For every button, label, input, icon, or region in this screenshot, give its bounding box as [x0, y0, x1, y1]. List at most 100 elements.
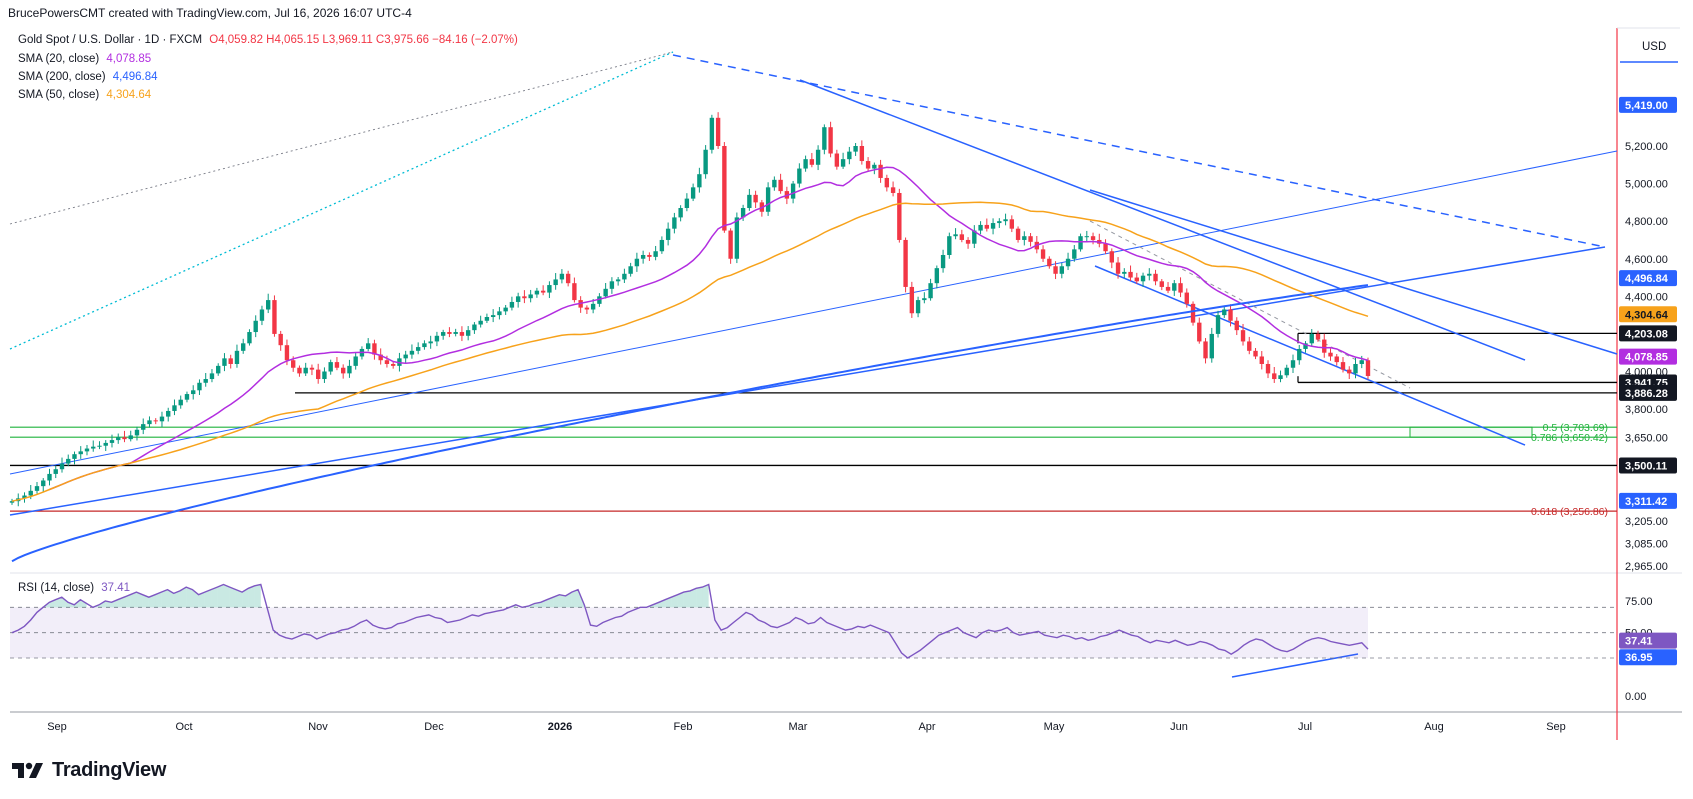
candle-body — [822, 127, 827, 150]
candle — [347, 359, 352, 378]
candle — [1284, 364, 1289, 378]
candle — [390, 361, 396, 369]
candle — [353, 352, 358, 370]
sma20-line — [49, 166, 1369, 491]
candle — [953, 228, 958, 240]
rsi-label-bg — [1619, 649, 1677, 666]
candle-body — [1084, 236, 1089, 238]
rsi-overbought-fill — [111, 599, 118, 608]
candle-body — [878, 164, 883, 178]
rsi-overbought-fill — [677, 592, 684, 608]
candle — [915, 296, 921, 318]
candle-body — [1140, 275, 1146, 282]
candle — [534, 287, 540, 298]
rsi-label-text: 37.41 — [1625, 636, 1653, 648]
rsi-overbought-fill — [671, 594, 678, 608]
trendline-cyan-dotted — [9, 51, 674, 350]
candle-body — [84, 448, 90, 452]
candle — [272, 295, 277, 337]
candle — [703, 145, 708, 179]
moving-averages — [11, 166, 1369, 563]
candle — [228, 354, 233, 369]
rsi-overbought-fill — [229, 587, 236, 608]
candle — [472, 322, 477, 334]
rsi-line — [11, 583, 1369, 659]
x-tick-label: Jul — [1298, 721, 1312, 733]
candle-body — [815, 149, 821, 165]
candle — [91, 440, 96, 452]
rsi-overbought-fill — [254, 584, 261, 608]
candle-body — [422, 343, 427, 348]
candle — [116, 433, 121, 444]
x-tick-label: Sep — [47, 721, 67, 733]
candle-body — [203, 379, 208, 383]
trendline-up-main — [9, 246, 1606, 516]
candle — [1028, 233, 1033, 247]
candle — [653, 245, 658, 261]
candle — [447, 327, 452, 338]
candle-body — [247, 332, 252, 344]
legend-ohlc: O4,059.82 H4,065.15 L3,969.11 C3,975.66 … — [209, 34, 518, 46]
candle-body — [178, 399, 183, 406]
candle — [1047, 256, 1052, 269]
candle-body — [316, 369, 321, 380]
candle — [528, 289, 533, 303]
candle — [1209, 327, 1214, 363]
candle-body — [609, 281, 615, 289]
candle — [172, 399, 177, 416]
candle-body — [622, 273, 627, 280]
candle-body — [640, 254, 646, 259]
candle-body — [665, 228, 671, 240]
x-tick-label: Oct — [175, 721, 192, 733]
candle — [1072, 245, 1077, 262]
candle-body — [66, 458, 71, 464]
candle-body — [1159, 281, 1164, 287]
price-label-text: 4,496.84 — [1625, 273, 1669, 285]
candle-body — [1197, 322, 1202, 342]
candle-body — [628, 266, 633, 274]
candle — [1265, 360, 1271, 379]
y-tick-label: 4,800.00 — [1625, 216, 1668, 228]
price-label-text: 4,078.85 — [1625, 352, 1668, 364]
candle — [947, 232, 952, 259]
candle-body — [728, 230, 733, 259]
candle — [778, 173, 783, 194]
candle-body — [1328, 352, 1333, 357]
candle — [753, 190, 758, 209]
price-label-bg — [1619, 348, 1677, 365]
candle-body — [703, 149, 708, 175]
rsi-overbought-fill — [186, 587, 193, 608]
candle-body — [803, 159, 808, 169]
candle — [334, 357, 340, 371]
candle — [78, 446, 83, 459]
candle — [659, 236, 665, 254]
candle — [1334, 354, 1339, 366]
rsi-label-text: 36.95 — [1625, 652, 1653, 664]
price-label-bg — [1619, 492, 1677, 509]
candle — [184, 391, 190, 403]
candle-body — [865, 161, 871, 169]
candle — [1309, 329, 1314, 347]
candle-body — [1040, 249, 1046, 259]
candle — [828, 121, 833, 158]
price-label: 4,078.85 — [1619, 348, 1677, 365]
sma50-line — [11, 201, 1369, 502]
candle-body — [303, 367, 308, 374]
candle-body — [122, 437, 127, 440]
candle-body — [1003, 219, 1008, 222]
rsi-overbought-fill — [148, 594, 156, 608]
candle — [122, 430, 127, 443]
price-label: 3,886.28 — [1619, 384, 1677, 401]
candle — [134, 426, 140, 441]
legend-symbol-row: Gold Spot / U.S. Dollar · 1D · FXCM O4,0… — [18, 34, 518, 46]
candle-body — [59, 463, 65, 470]
candle — [59, 457, 65, 473]
candle-body — [47, 473, 52, 481]
candle — [515, 292, 521, 308]
tradingview-logo-icon — [12, 762, 43, 778]
candle-body — [790, 183, 796, 199]
rsi-overbought-fill — [211, 587, 218, 608]
candle-body — [372, 343, 377, 355]
candle — [309, 364, 315, 376]
